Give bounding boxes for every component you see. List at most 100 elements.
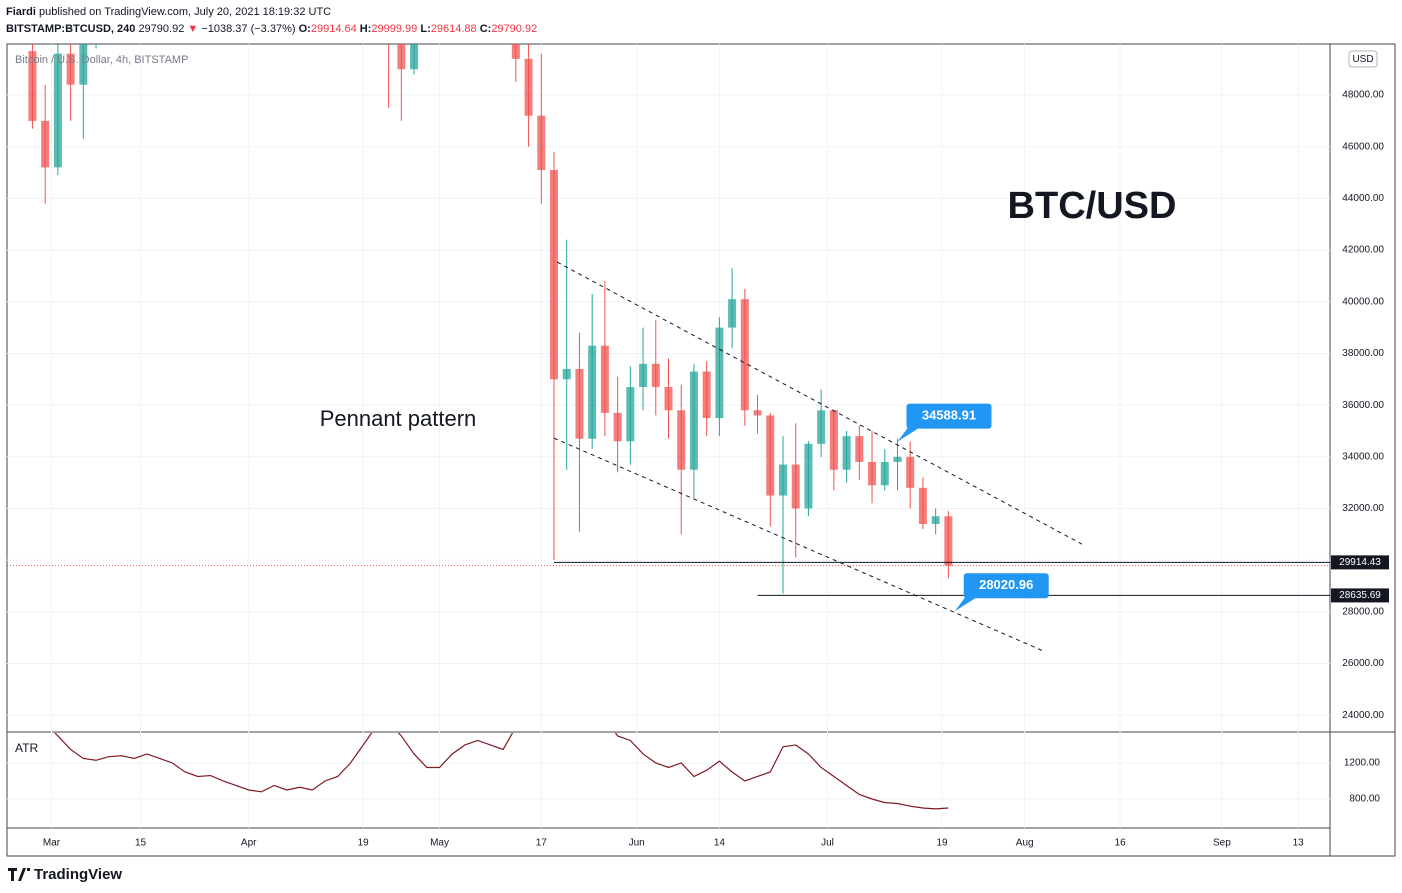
- candle-body: [740, 299, 749, 411]
- candle-body: [639, 363, 648, 388]
- ohlc-label: H:: [360, 23, 372, 35]
- atr-line: [54, 733, 949, 810]
- y-tick-label: 28000.00: [1342, 606, 1384, 617]
- x-tick-label: Sep: [1213, 838, 1231, 849]
- candle-body: [906, 456, 915, 488]
- candle-body: [728, 299, 737, 328]
- candle-body: [689, 371, 698, 470]
- x-tick-label: Mar: [43, 838, 61, 849]
- ohlc-label: L:: [420, 23, 430, 35]
- ohlc-value: 29614.88: [431, 23, 477, 35]
- candle-body: [613, 412, 622, 442]
- candle-body: [677, 410, 686, 470]
- candle-body: [537, 115, 546, 170]
- x-tick-label: 19: [936, 838, 948, 849]
- candle-body: [66, 53, 75, 85]
- atr-title: ATR: [15, 741, 38, 755]
- x-tick-label: 14: [714, 838, 726, 849]
- y-tick-label: 46000.00: [1342, 141, 1384, 152]
- trend-line: [556, 261, 1083, 545]
- y-tick-label: 44000.00: [1342, 193, 1384, 204]
- trend-line: [553, 437, 1044, 652]
- atr-pane: [54, 733, 949, 810]
- footer: TradingView: [34, 866, 122, 883]
- published: published on TradingView.com, July 20, 2…: [39, 6, 331, 18]
- ohlc-value: 29914.64: [311, 23, 357, 35]
- y-tick-label: 24000.00: [1342, 710, 1384, 721]
- ohlc-label: O:: [299, 23, 311, 35]
- candle-body: [28, 51, 37, 121]
- header-line-2: BITSTAMP:BTCUSD, 240 29790.92 ▼ −1038.37…: [6, 23, 537, 35]
- candle-body: [79, 44, 88, 85]
- callout-pointer: [897, 425, 920, 442]
- candle-body: [651, 363, 660, 388]
- pane-title: Bitcoin / U.S. Dollar, 4h, BITSTAMP: [15, 54, 188, 66]
- candle-body: [397, 44, 406, 70]
- candle-body: [524, 58, 533, 116]
- candle-body: [664, 387, 673, 411]
- candle-body: [511, 44, 520, 59]
- candle-body: [410, 44, 419, 70]
- y-tick-label: 36000.00: [1342, 400, 1384, 411]
- y-tick-label: 48000.00: [1342, 90, 1384, 101]
- candle-body: [715, 327, 724, 419]
- callout-box: [906, 403, 992, 429]
- callout-label: 34588.91: [922, 408, 976, 423]
- x-tick-label: 16: [1115, 838, 1127, 849]
- candle-body: [842, 436, 851, 470]
- y-tick-label: 34000.00: [1342, 451, 1384, 462]
- candle-body: [600, 345, 609, 413]
- x-tick-label: 15: [135, 838, 147, 849]
- footer-logo: [8, 868, 30, 881]
- candle-body: [918, 487, 927, 524]
- candle-body: [53, 53, 62, 168]
- y-tick-label: 42000.00: [1342, 245, 1384, 256]
- candle-body: [829, 410, 838, 470]
- currency: USD: [1352, 54, 1373, 65]
- chart-frame: [6, 43, 1396, 857]
- candle-body: [778, 464, 787, 496]
- ohlc-value: 29999.99: [371, 23, 417, 35]
- overlay: Mar 15 Apr 19 May 17 Jun 14 Jul 19 Aug 16 Sep 13 24000…: [43, 90, 1389, 849]
- arrow: ▼: [187, 23, 198, 35]
- candle-body: [931, 516, 940, 524]
- candle-body: [855, 436, 864, 462]
- x-tick-label: Jul: [821, 838, 834, 849]
- header-line-1: Fiardi published on TradingView.com, Jul…: [6, 6, 331, 18]
- x-tick-label: 13: [1293, 838, 1305, 849]
- ohlc-value: 29790.92: [491, 23, 537, 35]
- callout-box: [963, 573, 1049, 599]
- ohlc-label: C:: [480, 23, 492, 35]
- level-label-box: [1331, 555, 1389, 570]
- candle-body: [766, 415, 775, 496]
- x-tick-label: May: [430, 838, 449, 849]
- grid: [7, 44, 1330, 828]
- x-tick-label: 19: [358, 838, 370, 849]
- candle-body: [753, 410, 762, 416]
- candle-body: [893, 456, 902, 462]
- last: 29790.92: [138, 23, 184, 35]
- candle-body: [804, 443, 813, 509]
- price-pane: [7, 44, 1330, 652]
- candle-body: [880, 461, 889, 486]
- author: Fiardi: [6, 6, 36, 18]
- candle-body: [562, 368, 571, 380]
- candle-body: [702, 371, 711, 419]
- atr-tick-label: 1200.00: [1344, 758, 1381, 769]
- candle-body: [588, 345, 597, 439]
- pattern-label: Pennant pattern: [320, 406, 477, 431]
- x-tick-label: Jun: [629, 838, 645, 849]
- level-label: 28635.69: [1339, 590, 1381, 601]
- x-tick-label: Apr: [241, 838, 257, 849]
- candle-body: [575, 368, 584, 439]
- y-tick-label: 38000.00: [1342, 348, 1384, 359]
- y-tick-label: 32000.00: [1342, 503, 1384, 514]
- level-label-box: [1331, 588, 1389, 603]
- candle-body: [944, 516, 953, 566]
- level-label: 29914.43: [1339, 557, 1381, 568]
- y-tick-label: 40000.00: [1342, 296, 1384, 307]
- candle-body: [550, 169, 559, 380]
- change: −1038.37: [201, 23, 247, 35]
- callout-label: 28020.96: [979, 577, 1033, 592]
